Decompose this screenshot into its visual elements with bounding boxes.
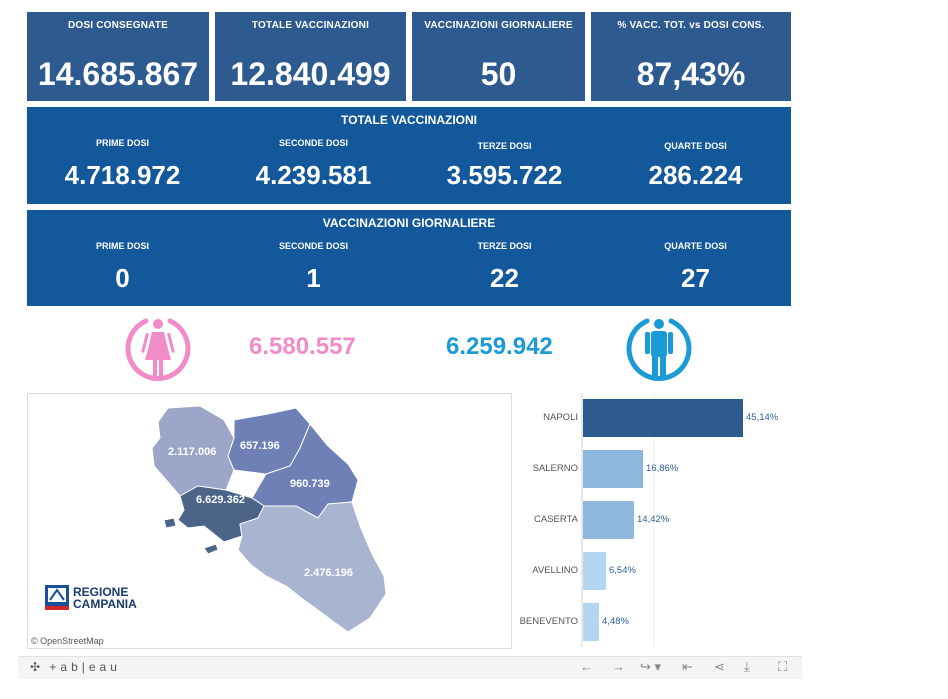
cell-label: TERZE DOSI bbox=[477, 141, 532, 151]
male-count: 6.259.942 bbox=[446, 333, 553, 360]
cell-value: 3.595.722 bbox=[446, 160, 563, 190]
kpi-dosi-consegnate: DOSI CONSEGNATE 14.685.867 bbox=[27, 12, 209, 101]
bar-category-label: SALERNO bbox=[532, 463, 578, 474]
giornaliere-quarte-dosi: QUARTE DOSI 27 bbox=[600, 241, 791, 294]
map-attribution[interactable]: © OpenStreetMap bbox=[31, 636, 104, 646]
cell-label: QUARTE DOSI bbox=[664, 241, 727, 251]
campania-map[interactable]: 2.117.006 657.196 960.739 6.629.362 2.47… bbox=[27, 393, 512, 649]
cell-label: TERZE DOSI bbox=[477, 241, 532, 251]
vaccinazioni-giornaliere-panel: VACCINAZIONI GIORNALIERE PRIME DOSI 0 SE… bbox=[27, 210, 791, 306]
map-label-salerno: 2.476.196 bbox=[304, 567, 353, 579]
totale-vaccinazioni-panel: TOTALE VACCINAZIONI PRIME DOSI 4.718.972… bbox=[27, 107, 791, 204]
panel-title: VACCINAZIONI GIORNALIERE bbox=[322, 216, 496, 230]
map-canvas: 2.117.006 657.196 960.739 6.629.362 2.47… bbox=[31, 405, 387, 646]
giornaliere-terze-dosi: TERZE DOSI 22 bbox=[409, 241, 600, 294]
cell-label: PRIME DOSI bbox=[95, 138, 149, 148]
giornaliere-seconde-dosi: SECONDE DOSI 1 bbox=[218, 241, 409, 294]
female-count: 6.580.557 bbox=[249, 333, 356, 360]
logo-line1: REGIONE bbox=[73, 585, 128, 599]
logo-line2: CAMPANIA bbox=[73, 597, 137, 611]
kpi-percent-vacc-vs-dosi: % VACC. TOT. vs DOSI CONS. 87,43% bbox=[591, 12, 791, 101]
cell-label: SECONDE DOSI bbox=[278, 138, 348, 148]
cell-value: 27 bbox=[681, 263, 710, 293]
bar-value-label: 45,14% bbox=[746, 412, 779, 423]
totale-seconde-dosi: SECONDE DOSI 4.239.581 bbox=[218, 138, 409, 191]
bar-napoli[interactable] bbox=[583, 399, 743, 437]
bar-value-label: 4,48% bbox=[602, 616, 629, 627]
bar-axis-line bbox=[581, 393, 583, 647]
totale-terze-dosi: TERZE DOSI 3.595.722 bbox=[409, 141, 600, 191]
bar-value-label: 16,86% bbox=[646, 463, 679, 474]
panel-title: TOTALE VACCINAZIONI bbox=[341, 113, 477, 127]
kpi-value: 14.685.867 bbox=[37, 56, 199, 92]
bar-category-label: CASERTA bbox=[534, 514, 578, 525]
cell-label: PRIME DOSI bbox=[95, 241, 149, 251]
kpi-value: 87,43% bbox=[636, 56, 746, 92]
cell-value: 1 bbox=[306, 263, 321, 293]
cell-value: 286.224 bbox=[648, 160, 743, 190]
bar-category-label: AVELLINO bbox=[532, 565, 578, 576]
fullscreen-icon[interactable]: ⛶ bbox=[778, 659, 788, 674]
bar-caserta[interactable] bbox=[583, 501, 634, 539]
female-icon bbox=[125, 318, 191, 381]
reset-icon[interactable]: ⇤ bbox=[682, 659, 693, 674]
cell-value: 22 bbox=[490, 263, 519, 293]
kpi-vaccinazioni-giornaliere: VACCINAZIONI GIORNALIERE 50 bbox=[412, 12, 585, 101]
kpi-label: VACCINAZIONI GIORNALIERE bbox=[424, 20, 573, 31]
bar-category-label: NAPOLI bbox=[543, 412, 578, 423]
map-label-benevento: 657.196 bbox=[240, 440, 280, 452]
share-icon[interactable]: ⋖ bbox=[714, 659, 725, 674]
cell-value: 0 bbox=[115, 263, 130, 293]
bar-category-label: BENEVENTO bbox=[519, 616, 578, 627]
tableau-plus-icon: ✣ bbox=[30, 660, 44, 674]
map-label-napoli: 6.629.362 bbox=[196, 494, 245, 506]
download-icon[interactable]: ⤓ bbox=[744, 659, 750, 674]
totale-quarte-dosi: QUARTE DOSI 286.224 bbox=[600, 141, 791, 191]
map-province-salerno bbox=[237, 501, 387, 633]
bar-benevento[interactable] bbox=[583, 603, 599, 641]
cell-value: 4.239.581 bbox=[255, 160, 372, 190]
kpi-value: 12.840.499 bbox=[230, 56, 391, 92]
bar-avellino[interactable] bbox=[583, 552, 606, 590]
regione-campania-logo: REGIONE CAMPANIA bbox=[45, 585, 137, 611]
map-label-caserta: 2.117.006 bbox=[168, 446, 216, 458]
cell-value: 4.718.972 bbox=[64, 160, 181, 190]
revert-icon[interactable]: ↪ ▾ bbox=[640, 659, 662, 674]
giornaliere-prime-dosi: PRIME DOSI 0 bbox=[27, 241, 218, 294]
redo-icon[interactable]: → bbox=[612, 659, 625, 674]
bar-value-label: 14,42% bbox=[637, 514, 670, 525]
tableau-logo[interactable]: ✣ +ab|eau bbox=[30, 660, 121, 674]
kpi-label: DOSI CONSEGNATE bbox=[67, 20, 169, 31]
totale-prime-dosi: PRIME DOSI 4.718.972 bbox=[27, 138, 218, 191]
bar-salerno[interactable] bbox=[583, 450, 643, 488]
undo-icon[interactable]: ← bbox=[580, 659, 593, 674]
male-icon bbox=[626, 318, 692, 381]
map-label-avellino: 960.739 bbox=[290, 478, 330, 490]
tableau-toolbar: ✣ +ab|eau ← → ↪ ▾ ⇤ ⋖ ⤓ ⛶ bbox=[18, 656, 802, 679]
kpi-totale-vaccinazioni: TOTALE VACCINAZIONI 12.840.499 bbox=[215, 12, 406, 101]
map-island-capri bbox=[203, 543, 219, 555]
kpi-label: TOTALE VACCINAZIONI bbox=[251, 20, 370, 31]
bar-value-label: 6,54% bbox=[609, 565, 636, 576]
tableau-brand: +ab|eau bbox=[49, 660, 121, 674]
map-island-ischia bbox=[163, 517, 177, 529]
cell-label: QUARTE DOSI bbox=[664, 141, 727, 151]
kpi-label: % VACC. TOT. vs DOSI CONS. bbox=[617, 20, 765, 31]
kpi-value: 50 bbox=[480, 56, 517, 92]
cell-label: SECONDE DOSI bbox=[278, 241, 348, 251]
